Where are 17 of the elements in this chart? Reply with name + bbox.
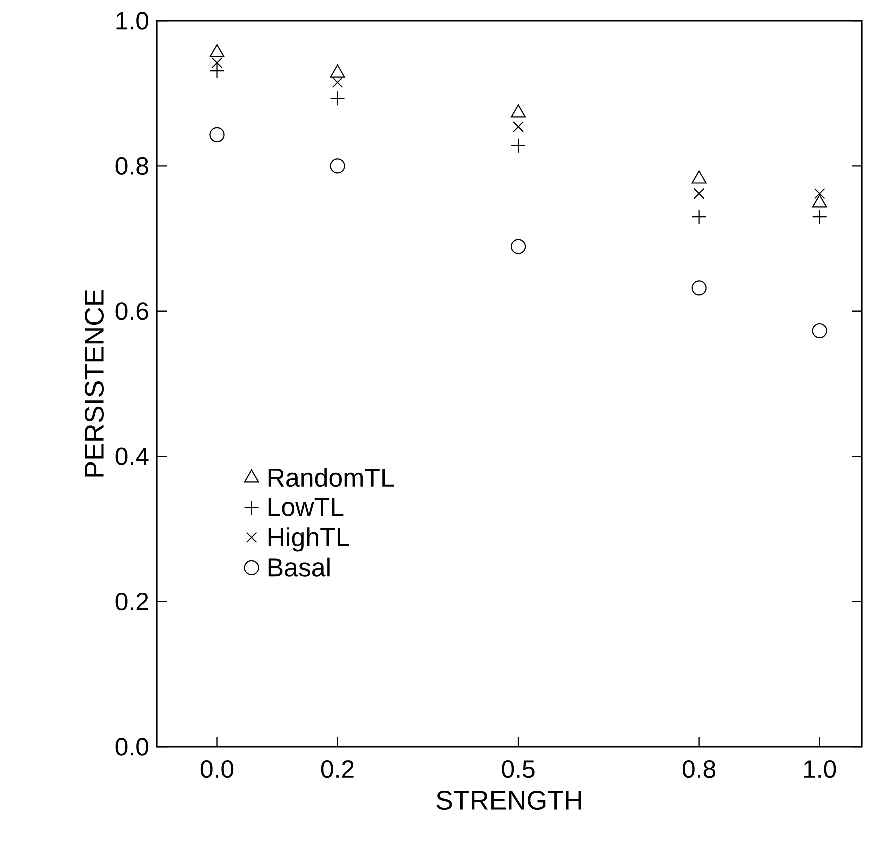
y-tick-label: 0.4 (116, 448, 149, 466)
x-tick-label: 0.8 (682, 760, 716, 778)
y-tick-label: 0.0 (116, 738, 149, 756)
legend-label: RandomTL (268, 468, 394, 488)
x-tick-label: 0.5 (502, 760, 535, 778)
y-tick-label: 0.8 (116, 157, 148, 176)
y-tick-label: 0.2 (116, 592, 148, 611)
y-tick-label: 0.6 (116, 302, 148, 320)
y-axis-title: PERSISTENCE (84, 290, 104, 477)
x-tick-label: 1.0 (804, 760, 836, 778)
x-tick-label: 0.2 (321, 760, 354, 778)
y-tick-label: 1.0 (116, 12, 149, 30)
legend-label: Basal (268, 558, 330, 577)
x-tick-label: 0.0 (200, 760, 234, 778)
legend-label: HighTL (268, 528, 350, 552)
legend-label: LowTL (268, 498, 344, 516)
x-axis-title: STRENGTH (436, 790, 582, 810)
